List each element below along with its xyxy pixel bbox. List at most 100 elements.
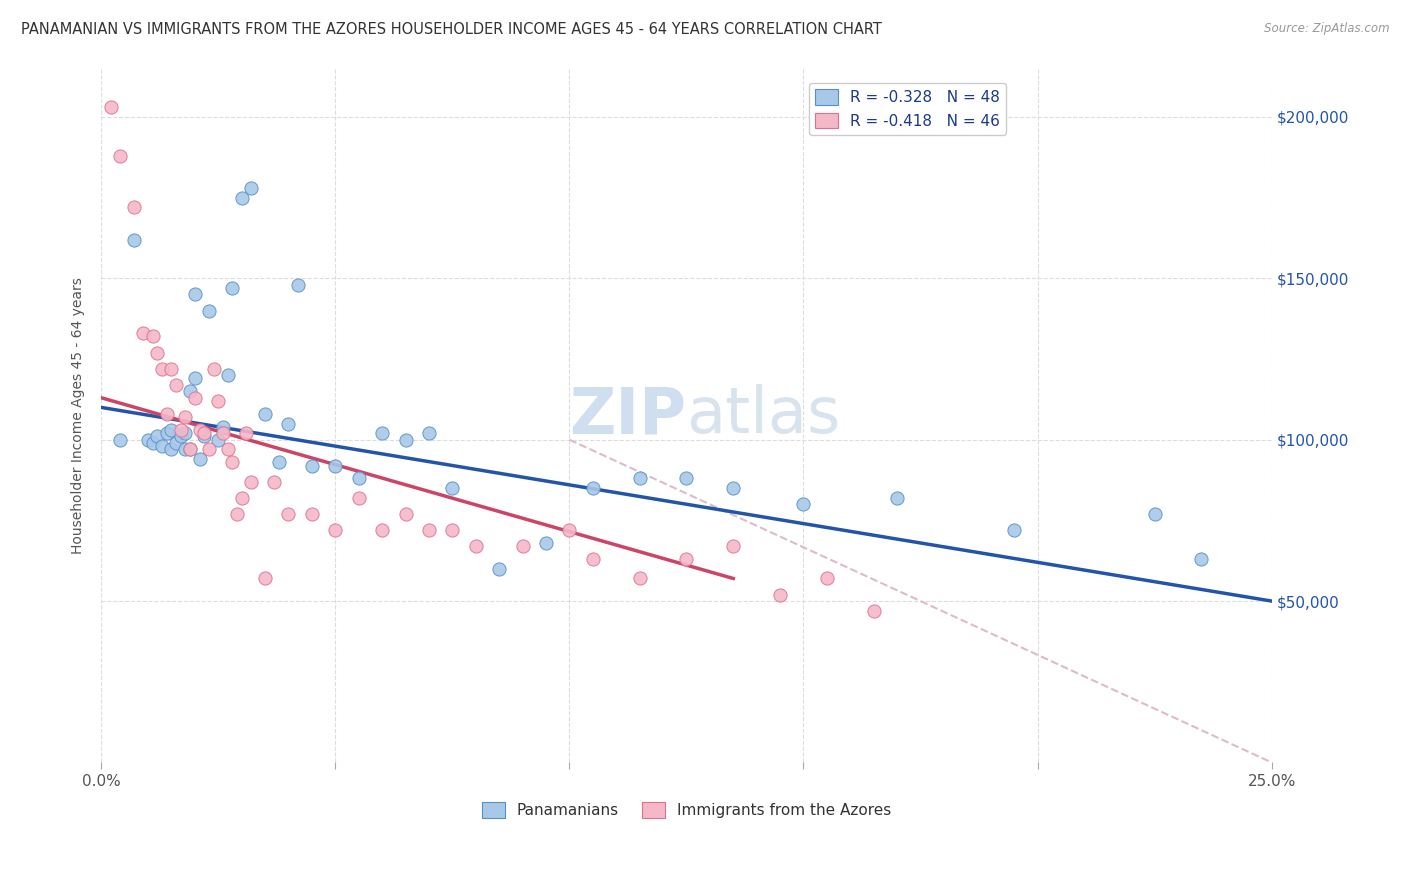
Point <box>263 475 285 489</box>
Text: atlas: atlas <box>686 384 841 447</box>
Point <box>235 426 257 441</box>
Point <box>160 423 183 437</box>
Point <box>512 539 534 553</box>
Point <box>165 377 187 392</box>
Point <box>188 452 211 467</box>
Point <box>418 426 440 441</box>
Point <box>193 426 215 441</box>
Point <box>287 277 309 292</box>
Point <box>226 507 249 521</box>
Point <box>240 181 263 195</box>
Point <box>179 442 201 457</box>
Point <box>675 552 697 566</box>
Point <box>212 426 235 441</box>
Point <box>202 361 225 376</box>
Point <box>170 429 193 443</box>
Point <box>323 458 346 473</box>
Text: Source: ZipAtlas.com: Source: ZipAtlas.com <box>1264 22 1389 36</box>
Point <box>198 303 221 318</box>
Point <box>212 419 235 434</box>
Point <box>221 455 243 469</box>
Point <box>418 523 440 537</box>
Point <box>347 471 370 485</box>
Point <box>394 433 416 447</box>
Point <box>721 539 744 553</box>
Point <box>165 436 187 450</box>
Point <box>231 191 253 205</box>
Point <box>1189 552 1212 566</box>
Point <box>221 281 243 295</box>
Point <box>254 572 277 586</box>
Point <box>170 423 193 437</box>
Point <box>156 407 179 421</box>
Point <box>301 458 323 473</box>
Point <box>217 442 239 457</box>
Point <box>323 523 346 537</box>
Point <box>371 523 394 537</box>
Y-axis label: Householder Income Ages 45 - 64 years: Householder Income Ages 45 - 64 years <box>72 277 86 554</box>
Point <box>207 433 229 447</box>
Point <box>277 507 299 521</box>
Point <box>441 481 464 495</box>
Point <box>815 572 838 586</box>
Point <box>582 481 605 495</box>
Point <box>558 523 581 537</box>
Point <box>132 326 155 341</box>
Point <box>198 442 221 457</box>
Point <box>174 426 197 441</box>
Point <box>188 423 211 437</box>
Point <box>488 562 510 576</box>
Point <box>675 471 697 485</box>
Point <box>534 536 557 550</box>
Point <box>146 429 169 443</box>
Point <box>108 149 131 163</box>
Point <box>441 523 464 537</box>
Point <box>100 100 122 114</box>
Point <box>371 426 394 441</box>
Text: ZIP: ZIP <box>569 384 686 447</box>
Point <box>108 433 131 447</box>
Point <box>240 475 263 489</box>
Point <box>628 471 651 485</box>
Point <box>193 429 215 443</box>
Point <box>886 491 908 505</box>
Point <box>142 329 165 343</box>
Point <box>628 572 651 586</box>
Point <box>254 407 277 421</box>
Point <box>146 345 169 359</box>
Point <box>174 410 197 425</box>
Point <box>156 426 179 441</box>
Point <box>269 455 291 469</box>
Point <box>174 442 197 457</box>
Point <box>277 417 299 431</box>
Point <box>136 433 159 447</box>
Point <box>347 491 370 505</box>
Point <box>150 439 173 453</box>
Legend: Panamanians, Immigrants from the Azores: Panamanians, Immigrants from the Azores <box>475 796 897 824</box>
Point <box>301 507 323 521</box>
Point <box>1002 523 1025 537</box>
Point <box>464 539 486 553</box>
Point <box>217 368 239 383</box>
Point <box>122 233 145 247</box>
Point <box>142 436 165 450</box>
Point <box>1143 507 1166 521</box>
Point <box>184 371 207 385</box>
Point <box>184 391 207 405</box>
Point <box>179 384 201 399</box>
Point <box>179 442 201 457</box>
Point <box>231 491 253 505</box>
Point <box>207 393 229 408</box>
Point <box>122 200 145 214</box>
Point <box>184 287 207 301</box>
Point <box>160 442 183 457</box>
Text: PANAMANIAN VS IMMIGRANTS FROM THE AZORES HOUSEHOLDER INCOME AGES 45 - 64 YEARS C: PANAMANIAN VS IMMIGRANTS FROM THE AZORES… <box>21 22 882 37</box>
Point <box>862 604 884 618</box>
Point <box>160 361 183 376</box>
Point <box>721 481 744 495</box>
Point <box>792 497 814 511</box>
Point <box>150 361 173 376</box>
Point <box>769 588 792 602</box>
Point <box>394 507 416 521</box>
Point <box>582 552 605 566</box>
